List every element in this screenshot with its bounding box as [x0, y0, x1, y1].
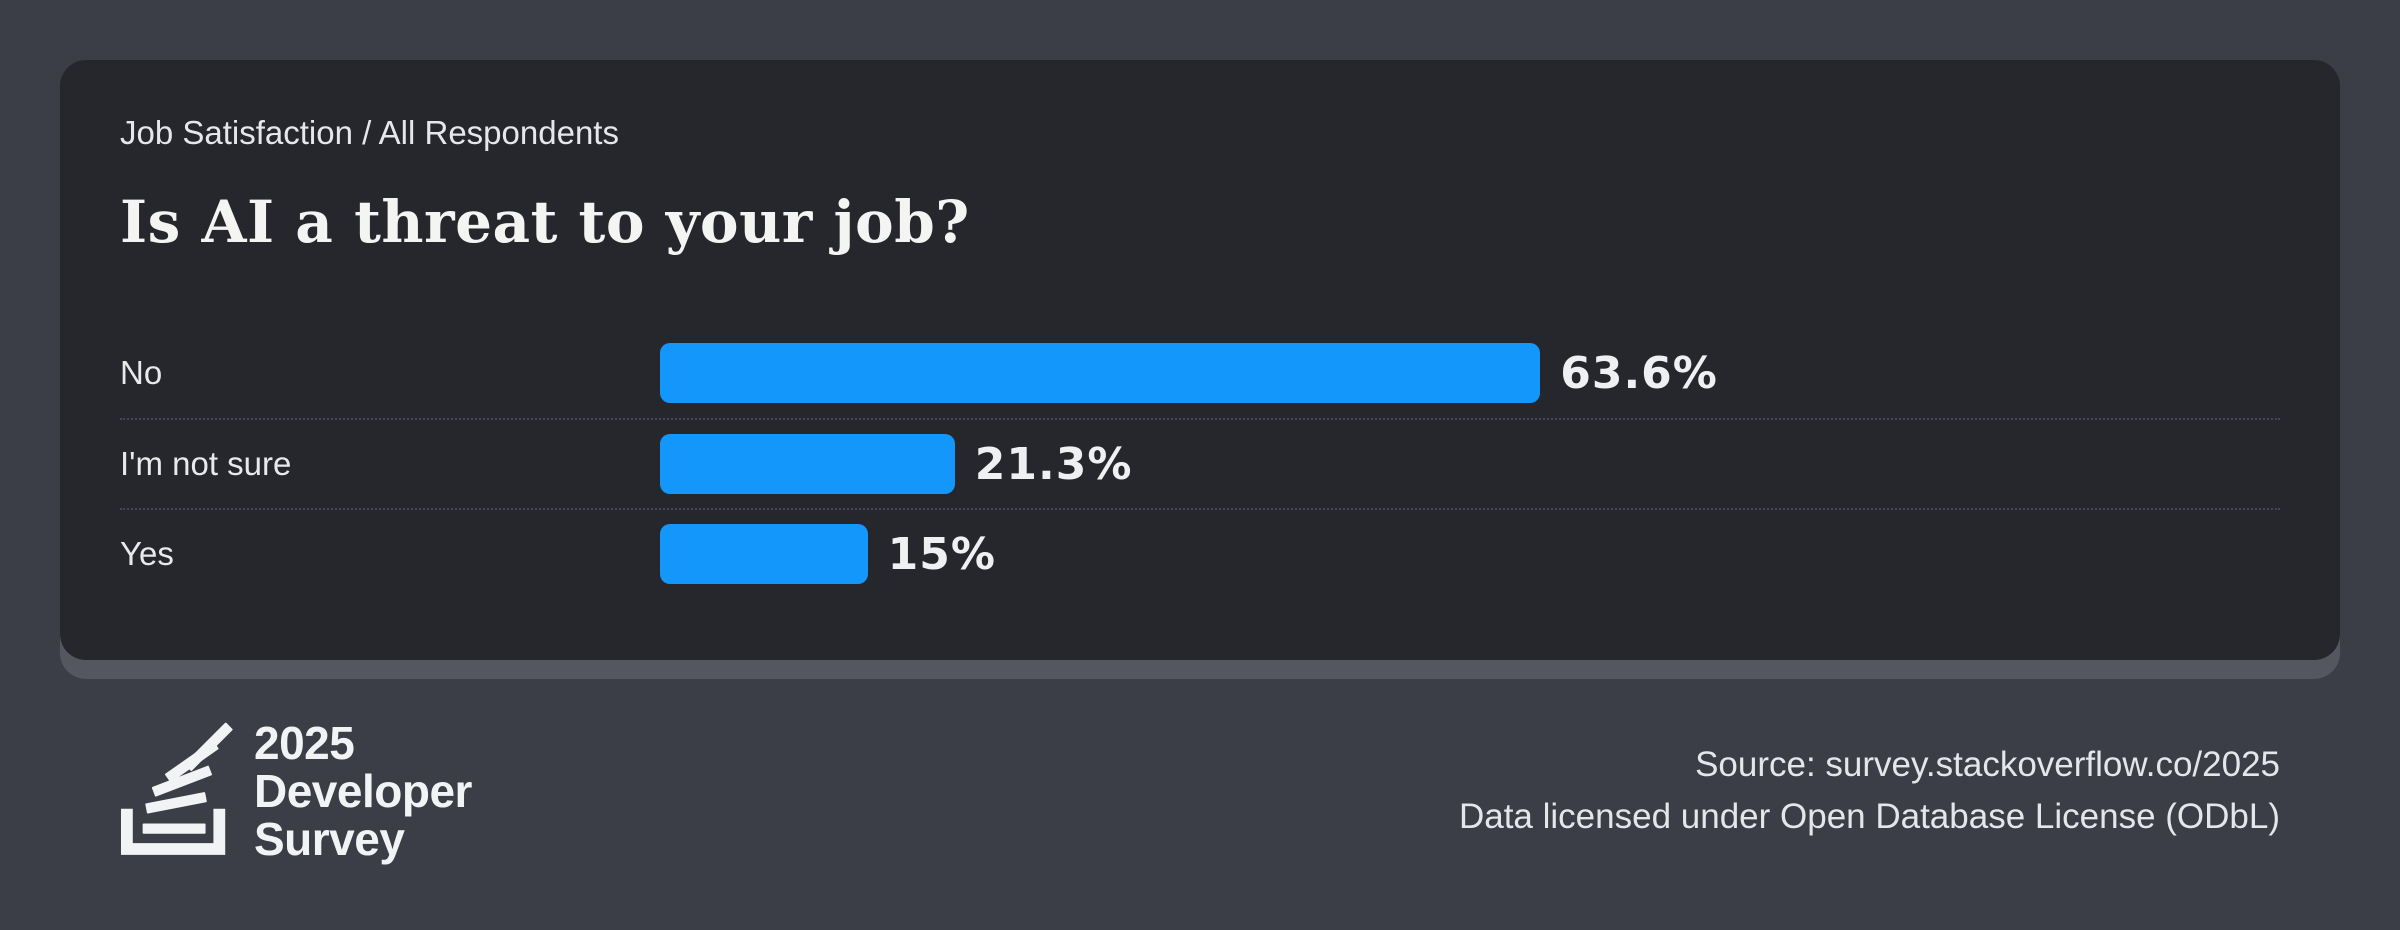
bar-value: 21.3% [974, 438, 1133, 490]
chart-rows: No 63.6% I'm not sure 21.3% Yes 15% [120, 328, 2280, 598]
row-label: Yes [120, 535, 174, 572]
chart-row: No 63.6% [120, 328, 2280, 418]
row-label: I'm not sure [120, 445, 292, 482]
source-attribution: Source: survey.stackoverflow.co/2025 Dat… [1459, 739, 2280, 843]
bar-value: 15% [887, 528, 996, 580]
license-line: Data licensed under Open Database Licens… [1458, 796, 2280, 836]
bar-value: 63.6% [1560, 347, 1718, 399]
bar [660, 524, 868, 584]
footer: 2025 Developer Survey Source: survey.sta… [60, 679, 2340, 930]
stackoverflow-logo-icon [120, 722, 233, 855]
chart-card: Job Satisfaction / All Respondents Is AI… [60, 60, 2340, 660]
page-title: Is AI a threat to your job? [120, 188, 970, 256]
chart-row: Yes 15% [120, 508, 2280, 598]
survey-logo: 2025 Developer Survey [120, 717, 472, 865]
source-line: Source: survey.stackoverflow.co/2025 [1695, 744, 2280, 784]
bar-track: 15% [660, 510, 2280, 598]
chart-row: I'm not sure 21.3% [120, 418, 2280, 508]
bar-track: 63.6% [660, 328, 2280, 418]
bar [660, 434, 955, 494]
logo-line-year: 2025 [254, 716, 355, 769]
logo-line-developer: Developer [254, 764, 472, 817]
survey-logo-text: 2025 Developer Survey [254, 719, 472, 863]
logo-line-survey: Survey [254, 812, 405, 865]
breadcrumb: Job Satisfaction / All Respondents [120, 114, 619, 151]
bar [660, 343, 1541, 403]
row-label: No [120, 354, 163, 391]
bar-track: 21.3% [660, 420, 2280, 508]
